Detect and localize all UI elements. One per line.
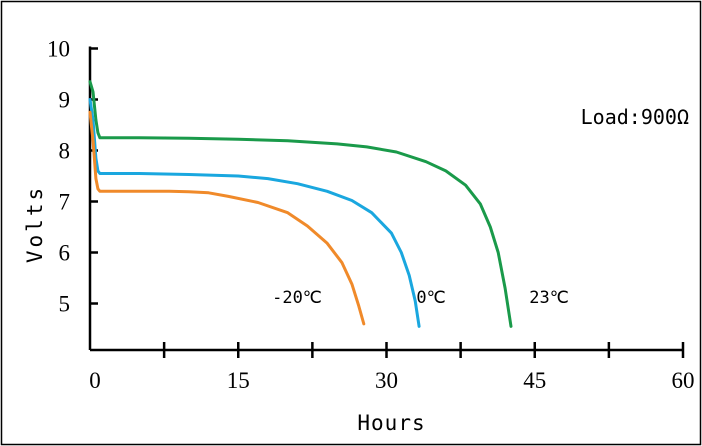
load-annotation: Load:900Ω — [581, 105, 689, 129]
x-axis-label: Hours — [357, 411, 425, 435]
y-tick-label: 5 — [59, 292, 71, 317]
x-tick-label: 60 — [672, 368, 695, 393]
series-line — [88, 110, 366, 326]
axes: 5 6 7 8 9 10 0 15 30 45 60 Hours Volts — [23, 37, 695, 436]
y-tick-label: 8 — [59, 139, 71, 164]
x-tick-label: 30 — [375, 368, 398, 393]
series-group — [88, 80, 513, 328]
curve-label: 0℃ — [416, 288, 445, 308]
y-tick-label: 6 — [59, 241, 71, 266]
labels-group: Load:900Ω -20℃ 0℃ 23℃ — [272, 105, 689, 308]
x-tick-label: 15 — [227, 368, 250, 393]
series-line — [88, 98, 421, 328]
curve-label: 23℃ — [529, 288, 569, 308]
series-line — [88, 80, 513, 328]
y-axis-label: Volts — [23, 185, 47, 263]
y-tick-label: 9 — [59, 88, 71, 113]
x-tick-label: 45 — [523, 368, 546, 393]
y-tick-label: 10 — [47, 37, 70, 62]
y-tick-label: 7 — [59, 190, 71, 215]
curve-label: -20℃ — [272, 288, 322, 308]
x-tick-label: 0 — [89, 368, 101, 393]
